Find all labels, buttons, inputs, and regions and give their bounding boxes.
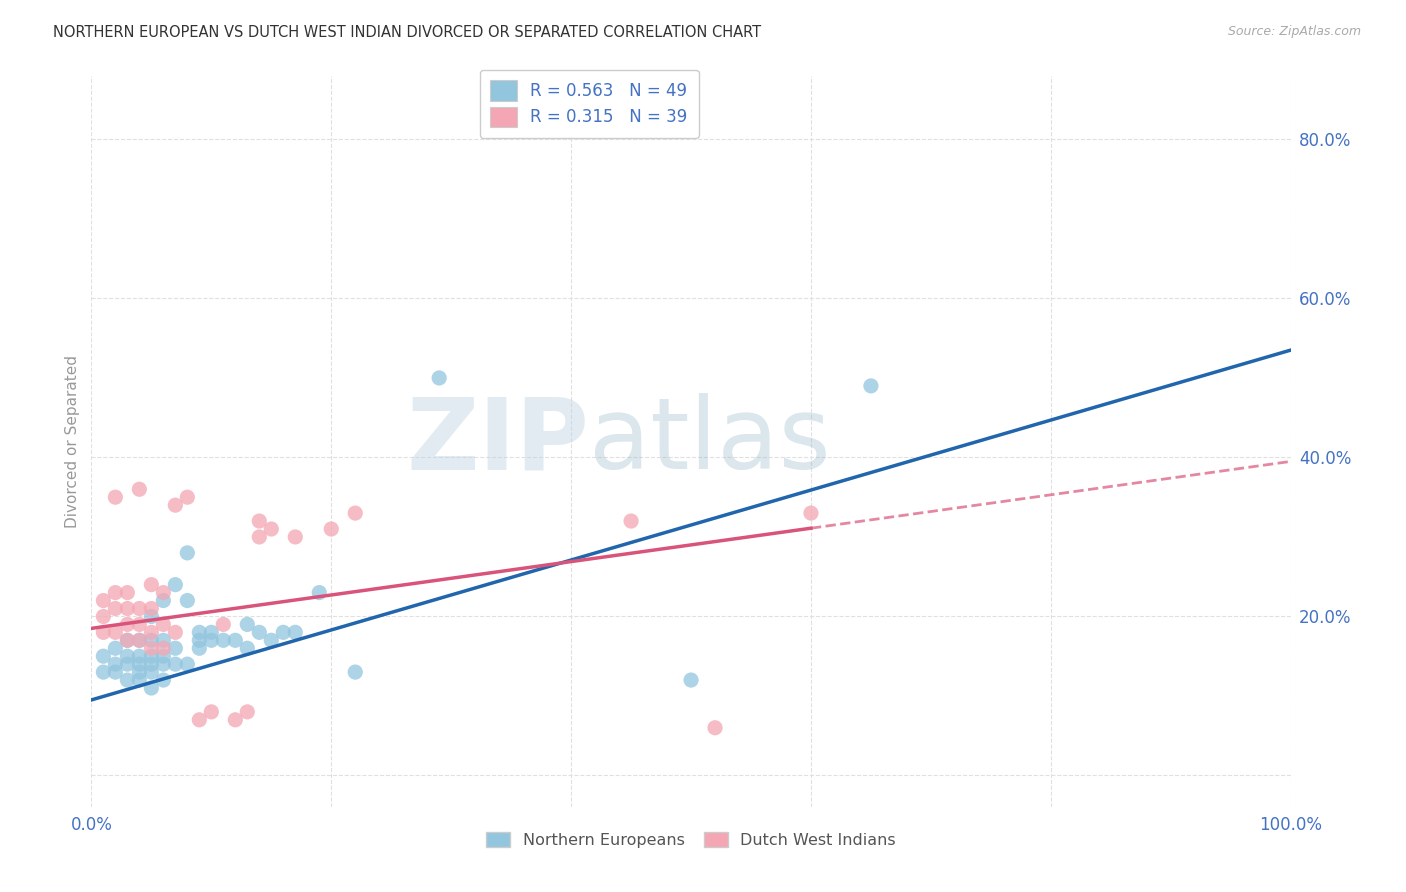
Point	[152, 657, 174, 672]
Point	[152, 633, 174, 648]
Point	[165, 577, 187, 591]
Point	[165, 641, 187, 656]
Point	[176, 657, 198, 672]
Point	[141, 625, 163, 640]
Point	[128, 617, 150, 632]
Point	[128, 649, 150, 664]
Point	[141, 649, 163, 664]
Point	[128, 601, 150, 615]
Point	[128, 482, 150, 496]
Point	[260, 522, 283, 536]
Point	[200, 705, 222, 719]
Point	[93, 625, 115, 640]
Point	[141, 577, 163, 591]
Point	[128, 673, 150, 687]
Point	[247, 625, 270, 640]
Point	[800, 506, 823, 520]
Point	[200, 625, 222, 640]
Point	[152, 617, 174, 632]
Point	[104, 490, 127, 504]
Legend: Northern Europeans, Dutch West Indians: Northern Europeans, Dutch West Indians	[479, 825, 903, 855]
Point	[141, 641, 163, 656]
Point	[104, 601, 127, 615]
Point	[141, 609, 163, 624]
Point	[188, 641, 211, 656]
Point	[247, 514, 270, 528]
Y-axis label: Divorced or Separated: Divorced or Separated	[65, 355, 80, 528]
Point	[117, 617, 139, 632]
Point	[141, 601, 163, 615]
Point	[104, 585, 127, 599]
Point	[679, 673, 702, 687]
Point	[117, 649, 139, 664]
Point	[152, 641, 174, 656]
Point	[704, 721, 727, 735]
Text: ZIP: ZIP	[406, 393, 589, 490]
Point	[284, 625, 307, 640]
Point	[427, 371, 450, 385]
Point	[152, 585, 174, 599]
Point	[321, 522, 343, 536]
Point	[152, 673, 174, 687]
Point	[271, 625, 294, 640]
Point	[117, 657, 139, 672]
Point	[212, 633, 235, 648]
Point	[236, 705, 259, 719]
Point	[104, 641, 127, 656]
Point	[141, 681, 163, 695]
Point	[128, 633, 150, 648]
Point	[117, 673, 139, 687]
Point	[620, 514, 643, 528]
Point	[236, 617, 259, 632]
Point	[128, 665, 150, 679]
Point	[117, 601, 139, 615]
Point	[93, 593, 115, 607]
Point	[308, 585, 330, 599]
Point	[165, 657, 187, 672]
Point	[128, 657, 150, 672]
Point	[152, 593, 174, 607]
Point	[165, 498, 187, 512]
Point	[176, 593, 198, 607]
Point	[212, 617, 235, 632]
Point	[152, 649, 174, 664]
Point	[128, 633, 150, 648]
Text: atlas: atlas	[589, 393, 831, 490]
Point	[104, 665, 127, 679]
Point	[224, 633, 246, 648]
Point	[188, 713, 211, 727]
Text: Source: ZipAtlas.com: Source: ZipAtlas.com	[1227, 25, 1361, 38]
Text: NORTHERN EUROPEAN VS DUTCH WEST INDIAN DIVORCED OR SEPARATED CORRELATION CHART: NORTHERN EUROPEAN VS DUTCH WEST INDIAN D…	[53, 25, 762, 40]
Point	[224, 713, 246, 727]
Point	[344, 506, 367, 520]
Point	[104, 625, 127, 640]
Point	[104, 657, 127, 672]
Point	[141, 665, 163, 679]
Point	[200, 633, 222, 648]
Point	[247, 530, 270, 544]
Point	[176, 490, 198, 504]
Point	[93, 649, 115, 664]
Point	[117, 585, 139, 599]
Point	[165, 625, 187, 640]
Point	[188, 625, 211, 640]
Point	[141, 633, 163, 648]
Point	[284, 530, 307, 544]
Point	[141, 657, 163, 672]
Point	[344, 665, 367, 679]
Point	[93, 609, 115, 624]
Point	[117, 633, 139, 648]
Point	[93, 665, 115, 679]
Point	[236, 641, 259, 656]
Point	[260, 633, 283, 648]
Point	[117, 633, 139, 648]
Point	[176, 546, 198, 560]
Point	[859, 379, 882, 393]
Point	[188, 633, 211, 648]
